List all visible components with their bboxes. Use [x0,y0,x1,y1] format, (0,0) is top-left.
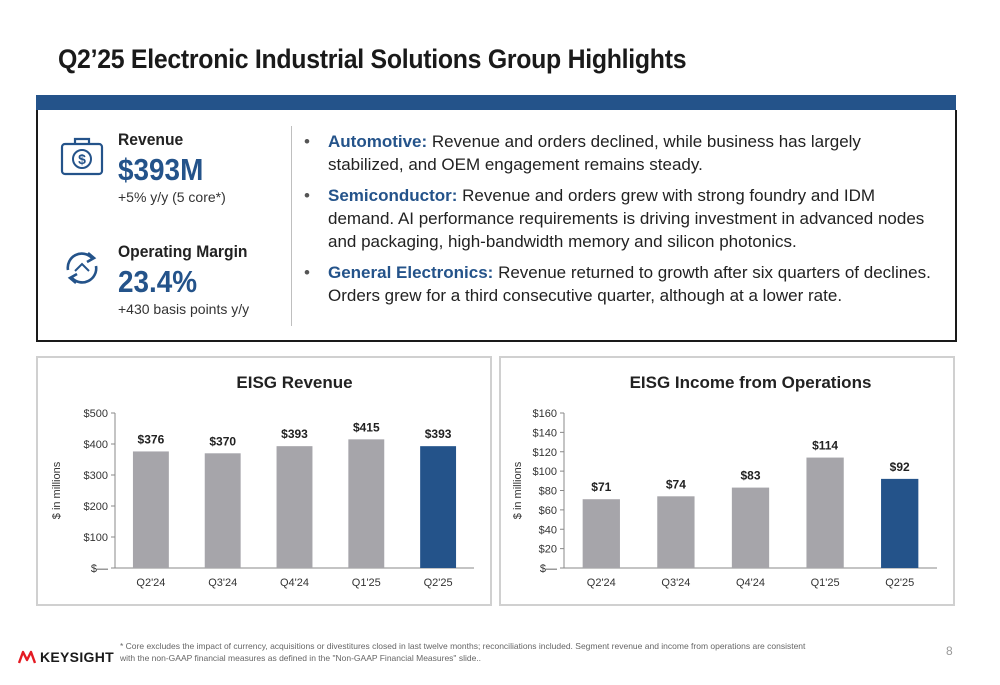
highlights-bullets: Automotive: Revenue and orders declined,… [300,130,940,315]
keysight-logo: KEYSIGHT [18,649,114,665]
keysight-wave-icon [18,650,36,664]
bar-data-label: $83 [740,469,760,483]
bullet-text: Revenue and orders grew with strong foun… [328,186,925,251]
chart-title: EISG Income from Operations [630,373,872,392]
bar-Q125 [806,457,844,568]
kpi-revenue-sub: +5% y/y (5 core*) [118,189,226,205]
bullet-text: Revenue returned to growth after six qua… [328,263,931,305]
bar-Q224 [582,499,620,568]
x-tick-label: Q3'24 [208,577,237,589]
kpi-margin-sub: +430 basis points y/y [118,301,250,317]
footnote: * Core excludes the impact of currency, … [120,641,806,663]
x-tick-label: Q2'24 [136,577,165,589]
income-chart: EISG Income from Operations $ in millions… [512,373,937,589]
bar-data-label: $114 [812,439,838,453]
keysight-wordmark: KEYSIGHT [40,649,114,665]
kpi-revenue-label: Revenue [118,130,184,149]
bar-Q424 [731,487,770,568]
revenue-chart: EISG Revenue $ in millions $— $100 $200 $300 $… [51,373,474,589]
y-tick-label: $20 [539,544,557,556]
bullet-lead: Automotive: [328,132,428,151]
kpi-margin-value: 23.4% [118,264,198,299]
bar-data-label: $74 [666,477,686,491]
slide-title: Q2’25 Electronic Industrial Solutions Gr… [58,44,687,74]
x-tick-label: Q1'25 [352,577,381,589]
bar-data-label: $370 [209,434,236,448]
x-tick-label: Q4'24 [280,577,309,589]
x-tick-label: Q2'25 [424,577,453,589]
x-tick-label: Q2'25 [885,577,914,589]
y-tick-label: $200 [84,501,108,513]
bullet-lead: General Electronics: [328,263,494,282]
y-tick-label: $100 [84,532,108,544]
bullet-automotive: Automotive: Revenue and orders declined,… [300,130,940,176]
bar-Q225 [420,446,457,568]
chart-title: EISG Revenue [236,373,352,392]
y-tick-label: $400 [84,439,108,451]
revenue-chart-panel: EISG Revenue $ in millions $— $100 $200 $300 $… [36,356,492,606]
money-bag-icon: $ [60,137,104,176]
bar-Q424 [276,446,313,568]
bar-data-label: $393 [281,427,308,441]
y-tick-label: $500 [84,408,108,420]
bullet-text: Revenue and orders declined, while busin… [328,132,861,174]
bullet-general-electronics: General Electronics: Revenue returned to… [300,261,940,307]
bar-data-label: $92 [890,460,910,474]
cycle-arrows-icon [66,252,98,284]
svg-text:$: $ [78,151,86,167]
y-tick-label: $80 [539,486,557,498]
y-tick-label: $120 [533,447,557,459]
bar-data-label: $415 [353,420,380,434]
y-tick-label: $300 [84,470,108,482]
y-axis-label: $ in millions [51,461,63,519]
y-tick-label: $— [540,563,557,575]
y-tick-label: $40 [539,524,557,536]
bar-data-label: $71 [591,480,611,494]
y-tick-label: $160 [533,408,557,420]
kpi-divider [291,126,292,326]
bar-Q324 [204,453,241,568]
highlights-panel: $ Revenue $393M +5% y/y (5 core*) Operat… [36,110,957,342]
bar-Q225 [881,478,919,568]
bullet-lead: Semiconductor: [328,186,458,205]
y-tick-label: $140 [533,427,557,439]
x-tick-label: Q2'24 [587,577,616,589]
page-number: 8 [946,644,953,658]
y-tick-label: $100 [533,466,557,478]
bar-data-label: $393 [425,427,452,441]
bullet-semiconductor: Semiconductor: Revenue and orders grew w… [300,184,940,253]
title-accent-bar [36,95,956,110]
bar-Q324 [657,496,695,568]
bar-data-label: $376 [138,432,165,446]
bar-Q224 [132,451,169,568]
y-tick-label: $— [91,563,108,575]
x-tick-label: Q3'24 [661,577,690,589]
bar-Q125 [348,439,385,568]
income-chart-panel: EISG Income from Operations $ in millions… [499,356,955,606]
kpi-margin-label: Operating Margin [118,242,248,261]
y-axis-label: $ in millions [512,461,524,519]
kpi-revenue-value: $393M [118,152,204,187]
y-tick-label: $60 [539,505,557,517]
x-tick-label: Q4'24 [736,577,765,589]
x-tick-label: Q1'25 [811,577,840,589]
